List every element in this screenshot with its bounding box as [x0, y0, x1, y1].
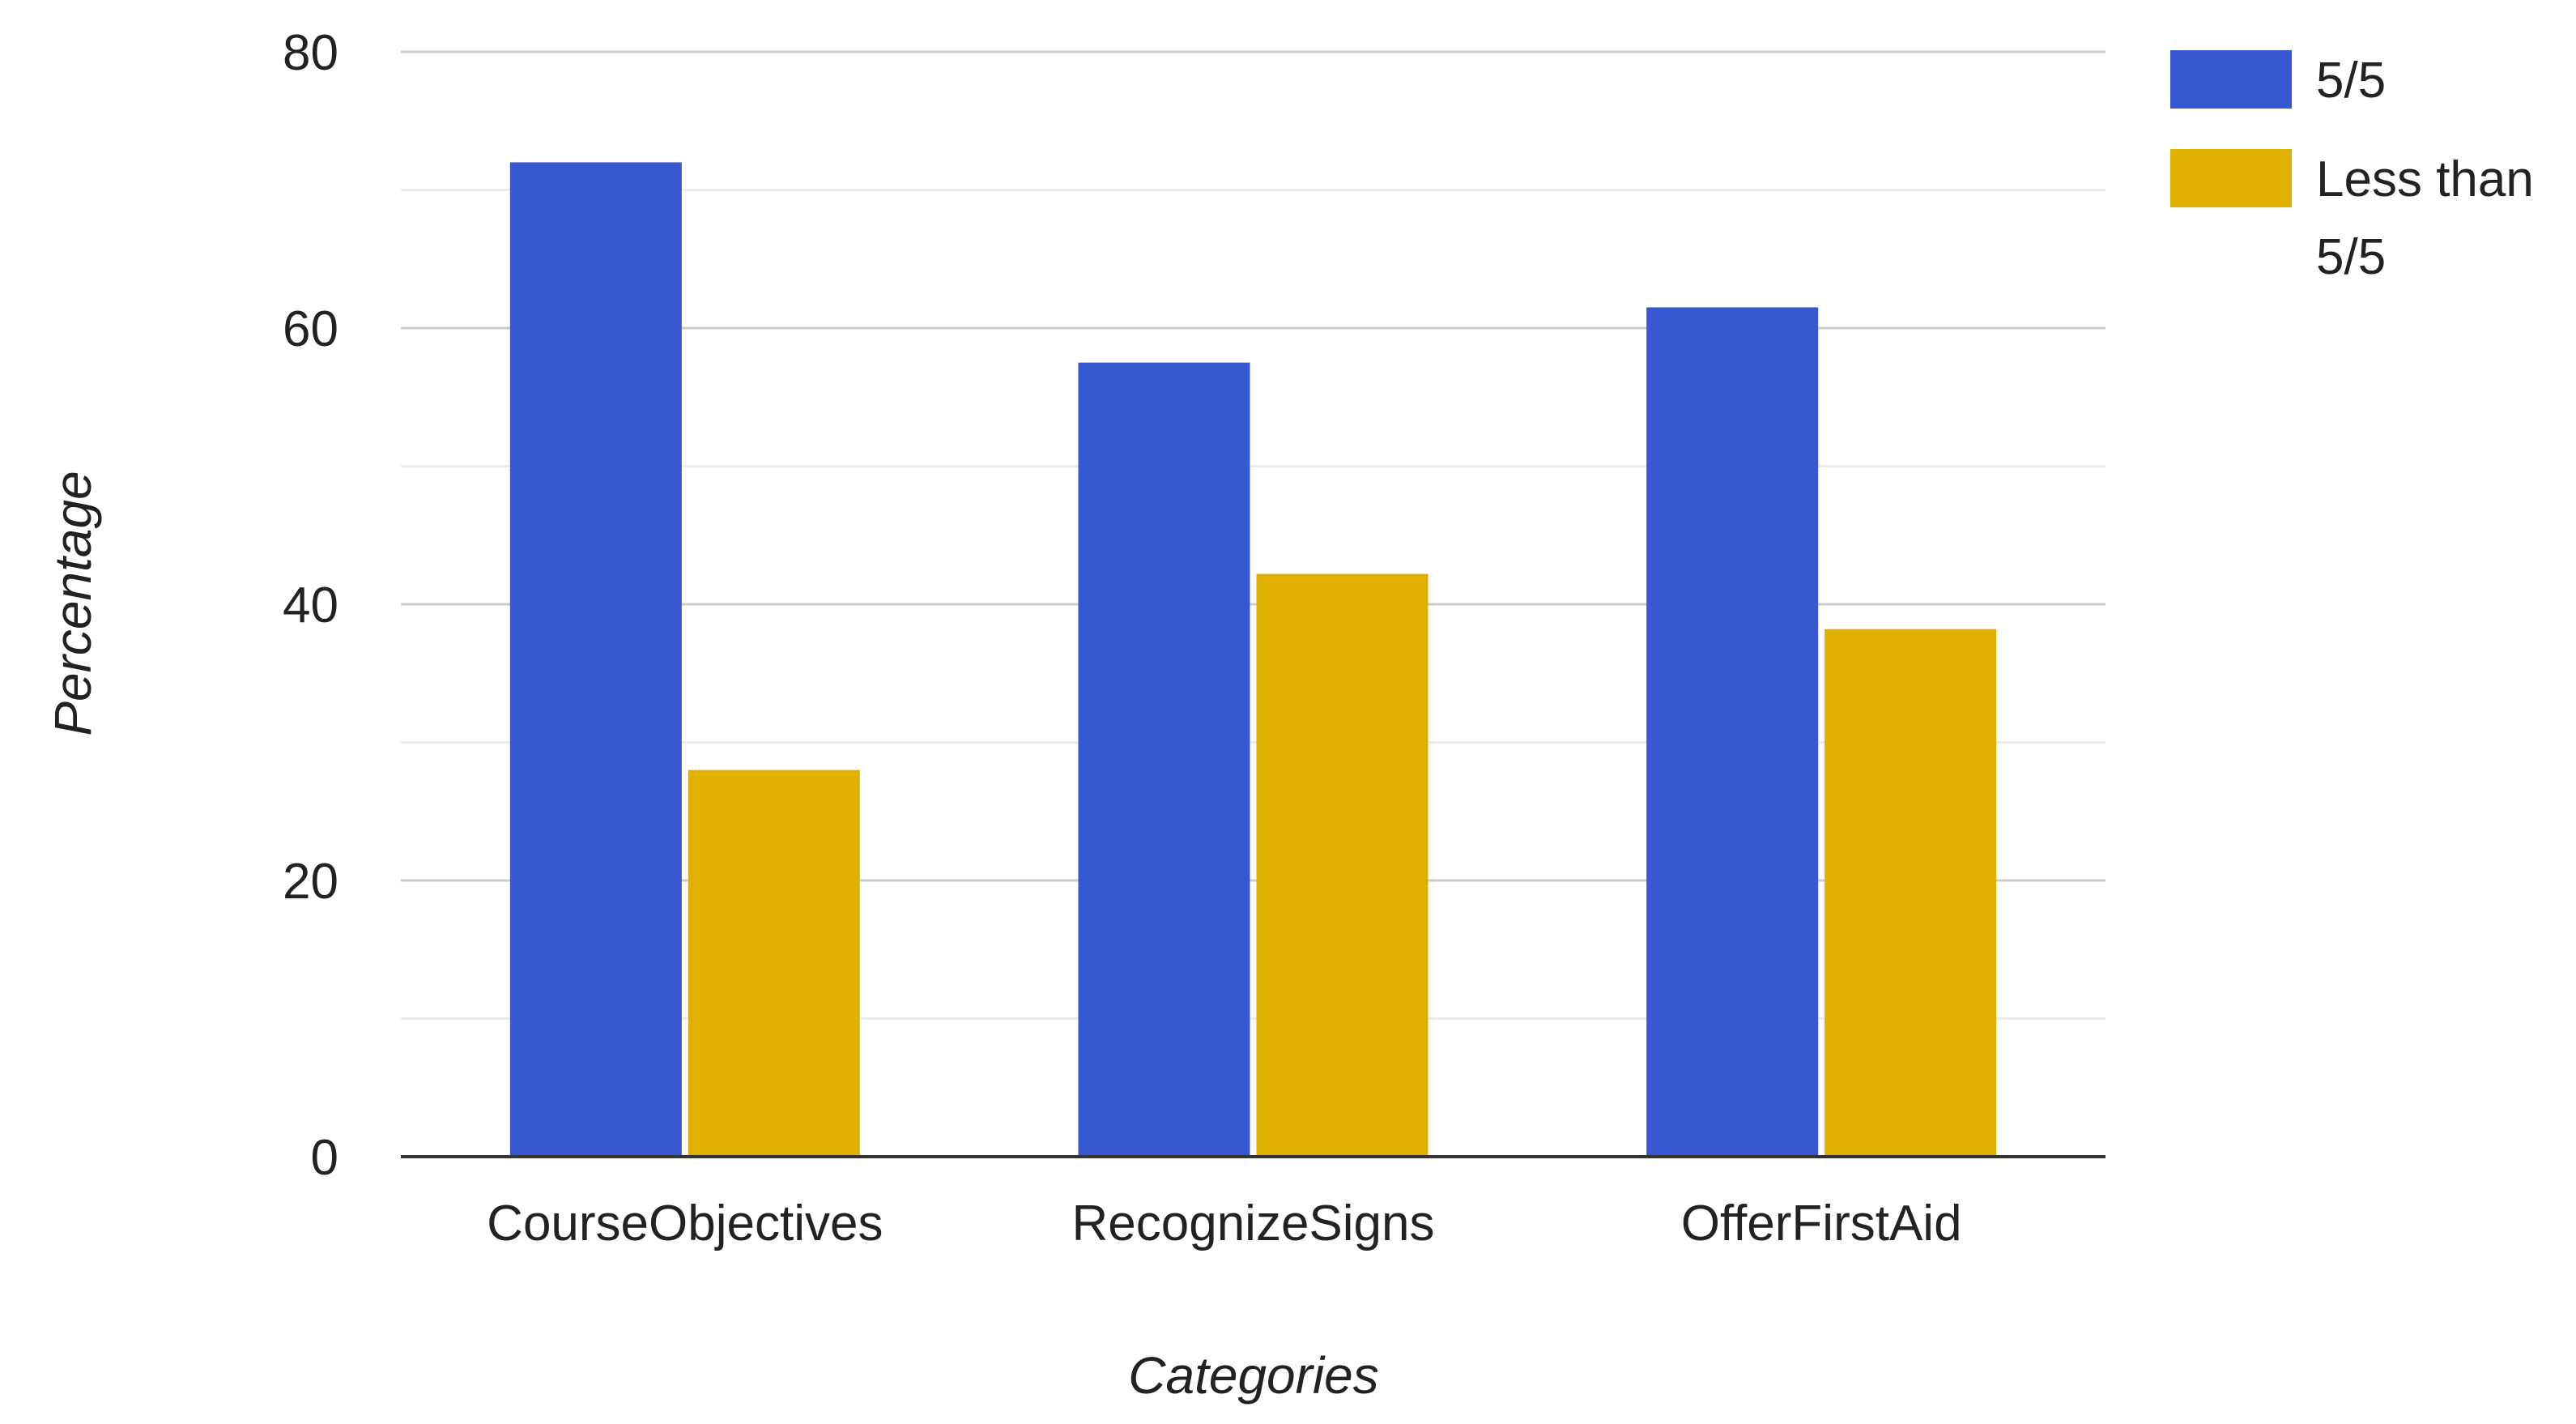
legend-swatch [2170, 149, 2292, 207]
bars [509, 162, 1997, 1157]
bar [1256, 573, 1429, 1157]
bar [509, 162, 682, 1157]
y-tick-label: 80 [283, 25, 338, 81]
y-tick-label: 60 [283, 301, 338, 357]
x-tick-label: CourseObjectives [487, 1196, 883, 1251]
legend-label: 5/5 [2316, 53, 2386, 109]
bar [1824, 629, 1997, 1157]
grid-lines [401, 50, 2106, 1020]
bar [1646, 307, 1819, 1157]
x-axis-title: Categories [1128, 1346, 1379, 1405]
legend-label: 5/5 [2316, 229, 2386, 285]
bar [1078, 362, 1250, 1157]
y-axis-title: Percentage [44, 471, 102, 735]
legend-swatch [2170, 50, 2292, 109]
x-tick-label: RecognizeSigns [1071, 1196, 1434, 1251]
y-axis-ticks: 0 20 40 60 80 [283, 25, 338, 1186]
bar [688, 770, 860, 1157]
x-tick-label: OfferFirstAid [1681, 1196, 1962, 1251]
y-tick-label: 40 [283, 578, 338, 633]
y-tick-label: 20 [283, 854, 338, 910]
legend-label: Less than [2316, 151, 2534, 207]
y-tick-label: 0 [311, 1130, 338, 1186]
x-axis-ticks: CourseObjectives RecognizeSigns OfferFirst… [487, 1196, 1961, 1251]
legend: 5/5 Less than 5/5 [2170, 50, 2534, 285]
